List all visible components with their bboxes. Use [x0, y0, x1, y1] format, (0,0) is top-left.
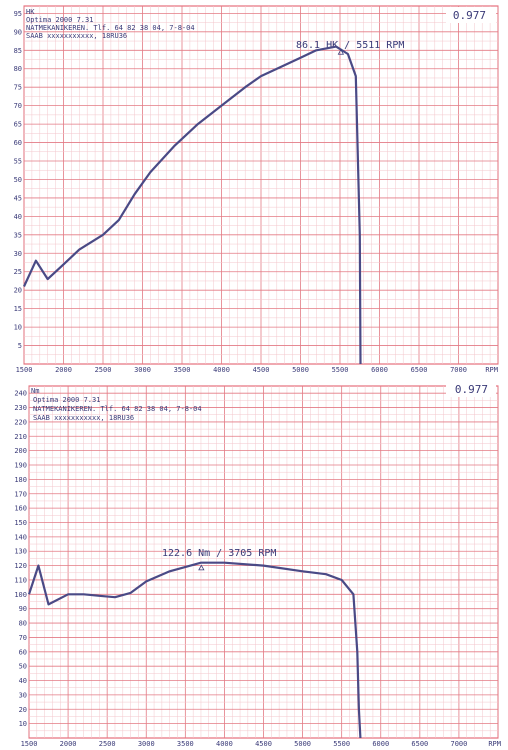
torque-x-tick-label: 6500	[411, 740, 428, 748]
power-x-tick-label: 6500	[411, 366, 428, 374]
torque-y-ticks: 10 20 30 40 50 60 70 80 90 100 110 120 130 140 150 160 1…	[14, 390, 27, 728]
torque-peak-triangle	[198, 564, 205, 571]
power-y-tick-label: 90	[14, 28, 22, 36]
torque-x-ticks: 1500 2000 2500 3000 3500 4000 4500 5000 5500 6000…	[21, 740, 468, 748]
power-unit-label: HK	[26, 8, 35, 16]
power-x-tick-label: 1500	[16, 366, 33, 374]
power-y-ticks: 5 10 15 20 25 30 35 40 45 50 55 60 65 70 75 80 85 90 95	[14, 10, 22, 350]
torque-y-tick-label: 220	[14, 418, 27, 426]
power-y-tick-label: 65	[14, 121, 22, 129]
torque-y-tick-label: 110	[14, 576, 27, 584]
torque-y-tick-label: 210	[14, 433, 27, 441]
power-x-tick-label: 2500	[95, 366, 112, 374]
power-x-tick-label: 7000	[450, 366, 467, 374]
torque-y-tick-label: 120	[14, 562, 27, 570]
power-y-tick-label: 20	[14, 287, 22, 295]
power-y-tick-label: 40	[14, 213, 22, 221]
power-header-line-3: SAAB xxxxxxxxxxx, 18RU36	[26, 32, 127, 40]
power-y-tick-label: 25	[14, 268, 22, 276]
power-y-tick-label: 15	[14, 305, 22, 313]
torque-y-tick-label: 60	[19, 648, 27, 656]
torque-y-tick-label: 20	[19, 706, 27, 714]
power-y-tick-label: 5	[18, 342, 22, 350]
torque-x-unit: RPM	[488, 740, 501, 748]
torque-y-tick-label: 100	[14, 591, 27, 599]
torque-factor-box	[446, 381, 496, 397]
torque-y-tick-label: 200	[14, 447, 27, 455]
torque-y-tick-label: 240	[14, 390, 27, 398]
power-y-tick-label: 45	[14, 194, 22, 202]
torque-peak-label: 122.6 Nm / 3705 RPM	[162, 548, 276, 559]
power-grid	[23, 6, 499, 364]
torque-x-tick-label: 2000	[60, 740, 77, 748]
torque-header-line-2: NATMEKANIKEREN. Tlf. 64 82 38 04, 7-8-04	[33, 405, 202, 413]
power-x-tick-label: 5000	[292, 366, 309, 374]
power-x-tick-label: 2000	[55, 366, 72, 374]
torque-y-tick-label: 180	[14, 476, 27, 484]
power-peak-marker	[337, 48, 345, 55]
power-x-tick-label: 3500	[174, 366, 191, 374]
torque-y-tick-label: 230	[14, 404, 27, 412]
torque-y-tick-label: 160	[14, 505, 27, 513]
torque-y-tick-label: 10	[19, 720, 27, 728]
torque-x-tick-label: 4500	[255, 740, 272, 748]
power-y-tick-label: 30	[14, 250, 22, 258]
torque-y-tick-label: 50	[19, 663, 27, 671]
torque-y-tick-label: 30	[19, 691, 27, 699]
torque-x-tick-label: 2500	[99, 740, 116, 748]
power-factor: 0.977	[453, 9, 486, 22]
torque-y-tick-label: 170	[14, 490, 27, 498]
torque-x-tick-label: 1500	[21, 740, 38, 748]
torque-factor: 0.977	[455, 383, 488, 396]
torque-x-tick-label: 3500	[177, 740, 194, 748]
power-y-tick-label: 75	[14, 84, 22, 92]
torque-y-tick-label: 130	[14, 548, 27, 556]
power-y-tick-label: 70	[14, 102, 22, 110]
torque-x-tick-label: 5000	[294, 740, 311, 748]
torque-x-tick-label: 4000	[216, 740, 233, 748]
torque-curve	[27, 561, 362, 739]
power-y-tick-label: 85	[14, 47, 22, 55]
power-x-tick-label: 4000	[213, 366, 230, 374]
torque-grid	[28, 386, 499, 738]
power-peak-triangle	[337, 48, 345, 55]
torque-header-line-3: SAAB xxxxxxxxxxx, 18RU36	[33, 414, 134, 422]
power-x-ticks: 1500 2000 2500 3000 3500 4000 4500 5000 5500 6000…	[16, 366, 467, 374]
torque-y-tick-label: 150	[14, 519, 27, 527]
power-x-tick-label: 6000	[371, 366, 388, 374]
power-chart: 5 10 15 20 25 30 35 40 45 50 55 60 65 70 75 80 85 90 95 15…	[14, 5, 499, 374]
power-y-tick-label: 10	[14, 324, 22, 332]
torque-x-tick-label: 3000	[138, 740, 155, 748]
torque-unit-label: Nm	[31, 387, 39, 395]
power-header-line-2: NATMEKANIKEREN. Tlf. 64 82 38 04, 7-8-04	[26, 24, 195, 32]
torque-y-tick-label: 90	[19, 605, 27, 613]
torque-x-tick-label: 5500	[333, 740, 350, 748]
power-curve	[23, 45, 362, 365]
torque-y-tick-label: 140	[14, 533, 27, 541]
power-x-tick-label: 4500	[253, 366, 270, 374]
torque-peak-marker	[198, 564, 205, 571]
power-x-tick-label: 3000	[134, 366, 151, 374]
power-peak-label: 86.1 HK / 5511 RPM	[296, 40, 404, 51]
power-y-tick-label: 35	[14, 231, 22, 239]
torque-y-tick-label: 190	[14, 462, 27, 470]
power-y-tick-label: 95	[14, 10, 22, 18]
torque-y-tick-label: 40	[19, 677, 27, 685]
torque-x-tick-label: 6000	[372, 740, 389, 748]
power-x-tick-label: 5500	[332, 366, 349, 374]
torque-y-tick-label: 70	[19, 634, 27, 642]
power-factor-box	[446, 7, 496, 23]
torque-chart: 10 20 30 40 50 60 70 80 90 100 110 120 130 140 150 160 1…	[14, 381, 501, 748]
power-y-tick-label: 60	[14, 139, 22, 147]
power-x-unit: RPM	[485, 366, 498, 374]
power-y-tick-label: 55	[14, 158, 22, 166]
power-y-tick-label: 80	[14, 65, 22, 73]
power-y-tick-label: 50	[14, 176, 22, 184]
torque-y-tick-label: 80	[19, 620, 27, 628]
power-header-line-1: Optima 2000 7.31	[26, 16, 93, 24]
torque-x-tick-label: 7000	[450, 740, 467, 748]
torque-header-line-1: Optima 2000 7.31	[33, 396, 100, 404]
